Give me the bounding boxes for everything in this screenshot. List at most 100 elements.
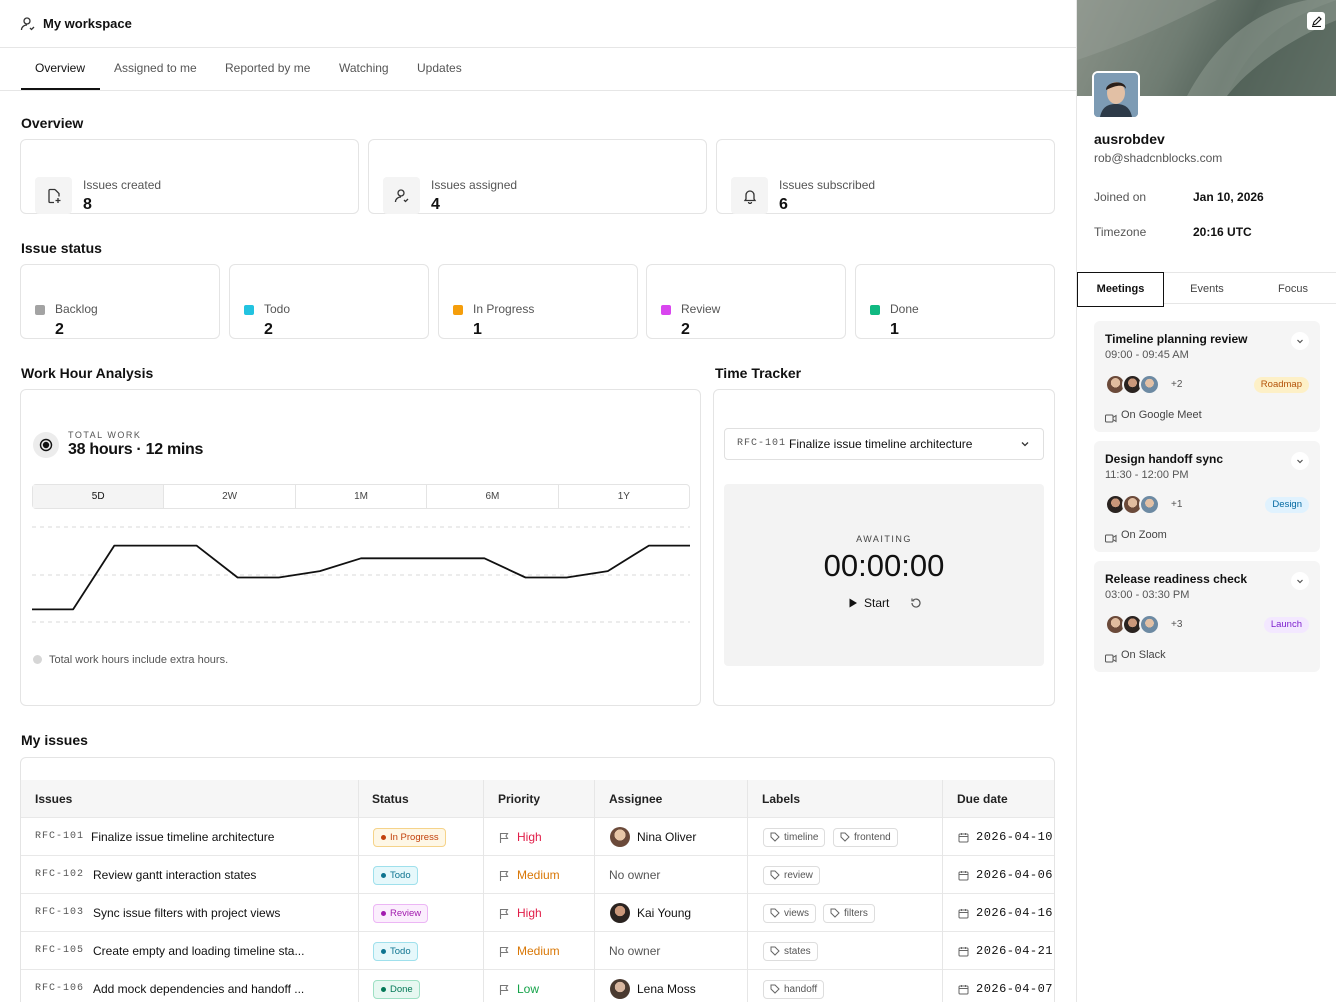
overview-card-value: 6 xyxy=(779,196,788,213)
column-header-due-date[interactable]: Due date xyxy=(957,780,1008,818)
meeting-time: 11:30 - 12:00 PM xyxy=(1105,469,1189,481)
table-row[interactable]: RFC-101 Finalize issue timeline architec… xyxy=(21,817,1054,856)
range-1m[interactable]: 1M xyxy=(296,485,428,508)
more-attendees: +3 xyxy=(1171,619,1183,630)
calendar-icon xyxy=(958,970,969,1002)
avatar xyxy=(610,903,630,923)
profile-username: ausrobdev xyxy=(1094,131,1165,147)
column-divider xyxy=(942,780,943,1002)
range-6m[interactable]: 6M xyxy=(427,485,559,508)
status-card-todo[interactable]: Todo 2 xyxy=(229,264,429,339)
tab-watching[interactable]: Watching xyxy=(339,61,389,75)
video-icon xyxy=(1105,651,1117,666)
label-tag[interactable]: handoff xyxy=(763,980,825,999)
status-card-backlog[interactable]: Backlog 2 xyxy=(20,264,220,339)
overview-card-assigned[interactable]: Issues assigned 4 xyxy=(368,139,707,214)
issue-name[interactable]: Finalize issue timeline architecture xyxy=(91,830,275,844)
table-row[interactable]: RFC-103 Sync issue filters with project … xyxy=(21,893,1054,932)
chevron-down-icon[interactable] xyxy=(1291,332,1309,350)
issue-name[interactable]: Add mock dependencies and handoff ... xyxy=(93,982,305,996)
table-row[interactable]: RFC-105 Create empty and loading timelin… xyxy=(21,931,1054,970)
priority-value: High xyxy=(517,830,542,844)
overview-card-value: 4 xyxy=(431,196,440,213)
chevron-down-icon[interactable] xyxy=(1291,452,1309,470)
tab-events[interactable]: Events xyxy=(1190,283,1224,295)
issue-id: RFC-105 xyxy=(35,945,85,956)
due-date: 2026-04-10 xyxy=(976,830,1054,844)
meeting-tag: Roadmap xyxy=(1253,377,1309,393)
tab-updates[interactable]: Updates xyxy=(417,61,462,75)
issue-name[interactable]: Sync issue filters with project views xyxy=(93,906,281,920)
label-text: filters xyxy=(844,908,868,919)
total-work-caption: TOTAL WORK xyxy=(68,430,142,440)
tab-assigned-to-me[interactable]: Assigned to me xyxy=(114,61,197,75)
more-attendees: +1 xyxy=(1171,499,1183,510)
label-tag[interactable]: filters xyxy=(823,904,875,923)
column-header-priority[interactable]: Priority xyxy=(498,780,541,818)
chart-note: Total work hours include extra hours. xyxy=(49,654,229,666)
status-card-review[interactable]: Review 2 xyxy=(646,264,846,339)
meeting-card[interactable]: Timeline planning review 09:00 - 09:45 A… xyxy=(1094,321,1320,432)
user-check-icon xyxy=(383,177,420,214)
overview-card-created[interactable]: Issues created 8 xyxy=(20,139,359,214)
label-tag[interactable]: views xyxy=(763,904,817,923)
user-icon xyxy=(20,16,36,32)
overview-card-subscribed[interactable]: Issues subscribed 6 xyxy=(716,139,1055,214)
issue-name[interactable]: Review gantt interaction states xyxy=(93,868,257,882)
label-tag[interactable]: timeline xyxy=(763,828,826,847)
calendar-icon xyxy=(958,932,969,970)
status-label: Todo xyxy=(264,302,291,316)
range-2w[interactable]: 2W xyxy=(164,485,296,508)
tab-focus[interactable]: Focus xyxy=(1278,283,1308,295)
table-row[interactable]: RFC-106 Add mock dependencies and handof… xyxy=(21,969,1054,1002)
table-row[interactable]: RFC-102 Review gantt interaction states … xyxy=(21,855,1054,893)
column-divider xyxy=(594,780,595,1002)
main-area: My workspace Overview Assigned to me Rep… xyxy=(0,16,1076,1002)
column-header-issues[interactable]: Issues xyxy=(35,780,73,818)
overview-card-label: Issues created xyxy=(83,178,162,192)
range-5d[interactable]: 5D xyxy=(33,485,165,508)
priority-value: High xyxy=(517,906,542,920)
work-hours-line-chart xyxy=(32,526,690,623)
status-card-done[interactable]: Done 1 xyxy=(855,264,1055,339)
edit-icon[interactable] xyxy=(1307,12,1325,30)
assignee-name: Nina Oliver xyxy=(637,830,697,844)
issue-name[interactable]: Create empty and loading timeline sta... xyxy=(93,944,305,958)
time-tracker-card: RFC-101 Finalize issue timeline architec… xyxy=(713,389,1055,706)
flag-icon xyxy=(498,818,510,856)
issue-id: RFC-103 xyxy=(35,907,85,918)
label-tag[interactable]: review xyxy=(763,866,820,885)
assignee-name: No owner xyxy=(609,868,661,882)
label-tag[interactable]: frontend xyxy=(833,828,898,847)
start-button-label: Start xyxy=(864,596,890,610)
play-icon xyxy=(849,598,857,608)
column-header-status[interactable]: Status xyxy=(372,780,409,818)
label-tag[interactable]: states xyxy=(763,942,818,961)
chevron-down-icon[interactable] xyxy=(1291,572,1309,590)
tab-reported-by-me[interactable]: Reported by me xyxy=(225,61,311,75)
tag-icon xyxy=(830,908,840,918)
label-text: handoff xyxy=(784,984,818,995)
meeting-title: Release readiness check xyxy=(1105,572,1248,586)
info-icon xyxy=(33,655,42,664)
status-card-in-progress[interactable]: In Progress 1 xyxy=(438,264,638,339)
column-header-assignee[interactable]: Assignee xyxy=(609,780,663,818)
issue-select[interactable]: RFC-101 Finalize issue timeline architec… xyxy=(724,428,1044,460)
meeting-card[interactable]: Release readiness check 03:00 - 03:30 PM… xyxy=(1094,561,1320,672)
profile-avatar[interactable] xyxy=(1092,71,1140,119)
due-date: 2026-04-07 xyxy=(976,982,1054,996)
assignee-name: Kai Young xyxy=(637,906,692,920)
active-tab-indicator xyxy=(21,88,100,90)
column-header-labels[interactable]: Labels xyxy=(762,780,801,818)
meeting-card[interactable]: Design handoff sync 11:30 - 12:00 PM +1 … xyxy=(1094,441,1320,552)
calendar-icon xyxy=(958,894,969,932)
profile-email: rob@shadcnblocks.com xyxy=(1094,151,1223,165)
range-1y[interactable]: 1Y xyxy=(617,491,630,502)
reset-icon[interactable] xyxy=(910,597,922,612)
issue-id: RFC-101 xyxy=(35,831,85,842)
column-divider xyxy=(483,780,484,1002)
tab-meetings[interactable]: Meetings xyxy=(1077,272,1164,307)
status-color-swatch xyxy=(453,305,463,315)
tab-overview[interactable]: Overview xyxy=(35,61,86,75)
column-divider xyxy=(747,780,748,1002)
